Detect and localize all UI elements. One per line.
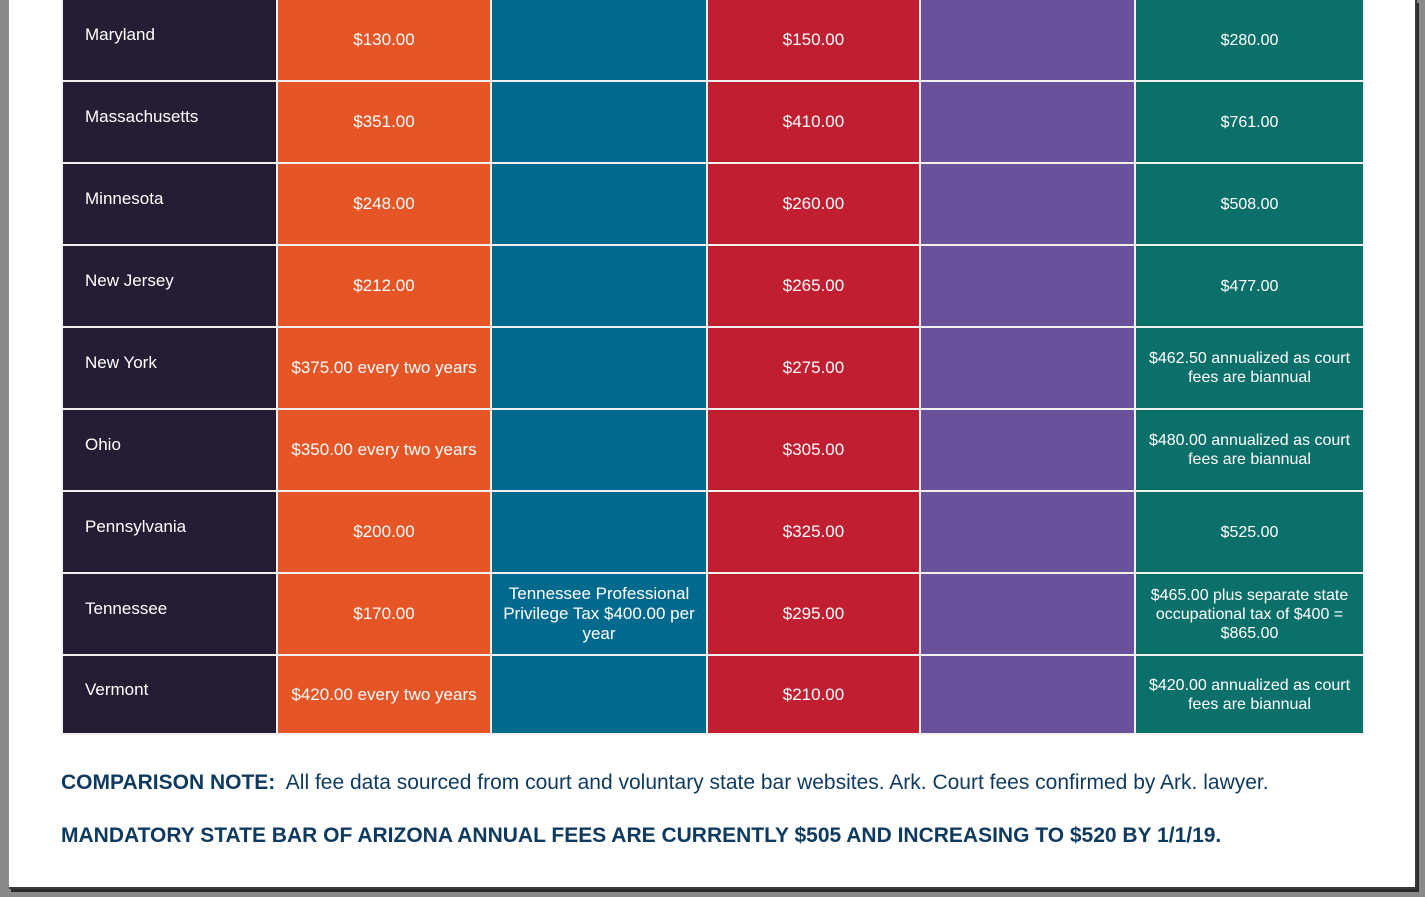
fee-cell-total: $280.00 xyxy=(1136,0,1363,80)
fee-cell-col2 xyxy=(492,246,706,326)
table-row: Ohio $350.00 every two years $305.00 $48… xyxy=(63,410,1363,490)
state-cell: Tennessee xyxy=(63,574,276,654)
fee-cell-col4 xyxy=(921,410,1134,490)
fee-cell-col3: $305.00 xyxy=(708,410,919,490)
state-cell: Pennsylvania xyxy=(63,492,276,572)
fee-cell-total: $508.00 xyxy=(1136,164,1363,244)
fee-cell-col2 xyxy=(492,0,706,80)
fee-cell-total: $477.00 xyxy=(1136,246,1363,326)
fee-cell-col3: $265.00 xyxy=(708,246,919,326)
comparison-note: COMPARISON NOTE: All fee data sourced fr… xyxy=(61,769,1361,797)
comparison-note-label: COMPARISON NOTE: xyxy=(61,771,276,794)
fee-cell-col4 xyxy=(921,246,1134,326)
fee-cell-col1: $420.00 every two years xyxy=(278,656,490,733)
mandatory-fee-note: MANDATORY STATE BAR OF ARIZONA ANNUAL FE… xyxy=(61,824,1222,847)
fee-cell-total: $480.00 annualized as court fees are bia… xyxy=(1136,410,1363,490)
table-row: Vermont $420.00 every two years $210.00 … xyxy=(63,656,1363,733)
fee-comparison-table: Maryland $130.00 $150.00 $280.00 Massach… xyxy=(61,0,1365,735)
state-cell: New Jersey xyxy=(63,246,276,326)
fee-cell-col2 xyxy=(492,492,706,572)
state-cell: Ohio xyxy=(63,410,276,490)
fee-cell-col3: $295.00 xyxy=(708,574,919,654)
fee-cell-col1: $248.00 xyxy=(278,164,490,244)
state-cell: Minnesota xyxy=(63,164,276,244)
fee-cell-col4 xyxy=(921,656,1134,733)
table-row: New Jersey $212.00 $265.00 $477.00 xyxy=(63,246,1363,326)
fee-cell-col2 xyxy=(492,82,706,162)
state-cell: Maryland xyxy=(63,0,276,80)
fee-cell-col4 xyxy=(921,328,1134,408)
fee-cell-col1: $212.00 xyxy=(278,246,490,326)
fee-cell-col1: $170.00 xyxy=(278,574,490,654)
fee-cell-col2 xyxy=(492,164,706,244)
fee-cell-col1: $351.00 xyxy=(278,82,490,162)
fee-cell-total: $525.00 xyxy=(1136,492,1363,572)
fee-table-body: Maryland $130.00 $150.00 $280.00 Massach… xyxy=(63,0,1363,733)
fee-cell-total: $462.50 annualized as court fees are bia… xyxy=(1136,328,1363,408)
fee-cell-col2 xyxy=(492,656,706,733)
fee-cell-total: $465.00 plus separate state occupational… xyxy=(1136,574,1363,654)
fee-cell-col3: $150.00 xyxy=(708,0,919,80)
fee-cell-col4 xyxy=(921,82,1134,162)
fee-cell-col3: $410.00 xyxy=(708,82,919,162)
fee-cell-col3: $260.00 xyxy=(708,164,919,244)
table-row: Minnesota $248.00 $260.00 $508.00 xyxy=(63,164,1363,244)
table-row: Tennessee $170.00 Tennessee Professional… xyxy=(63,574,1363,654)
fee-cell-total: $420.00 annualized as court fees are bia… xyxy=(1136,656,1363,733)
fee-cell-col2: Tennessee Professional Privilege Tax $40… xyxy=(492,574,706,654)
state-cell: New York xyxy=(63,328,276,408)
table-row: Maryland $130.00 $150.00 $280.00 xyxy=(63,0,1363,80)
fee-cell-col3: $210.00 xyxy=(708,656,919,733)
table-row: Massachusetts $351.00 $410.00 $761.00 xyxy=(63,82,1363,162)
state-cell: Vermont xyxy=(63,656,276,733)
fee-cell-col3: $325.00 xyxy=(708,492,919,572)
fee-cell-col3: $275.00 xyxy=(708,328,919,408)
fee-cell-col1: $130.00 xyxy=(278,0,490,80)
fee-cell-col2 xyxy=(492,328,706,408)
document-page: Maryland $130.00 $150.00 $280.00 Massach… xyxy=(9,0,1417,889)
fee-cell-col1: $200.00 xyxy=(278,492,490,572)
fee-cell-col1: $350.00 every two years xyxy=(278,410,490,490)
fee-cell-col2 xyxy=(492,410,706,490)
fee-cell-col4 xyxy=(921,492,1134,572)
table-row: Pennsylvania $200.00 $325.00 $525.00 xyxy=(63,492,1363,572)
comparison-note-text: All fee data sourced from court and volu… xyxy=(285,771,1269,794)
fee-cell-total: $761.00 xyxy=(1136,82,1363,162)
state-cell: Massachusetts xyxy=(63,82,276,162)
table-row: New York $375.00 every two years $275.00… xyxy=(63,328,1363,408)
fee-cell-col4 xyxy=(921,574,1134,654)
fee-cell-col4 xyxy=(921,0,1134,80)
fee-cell-col1: $375.00 every two years xyxy=(278,328,490,408)
fee-cell-col4 xyxy=(921,164,1134,244)
